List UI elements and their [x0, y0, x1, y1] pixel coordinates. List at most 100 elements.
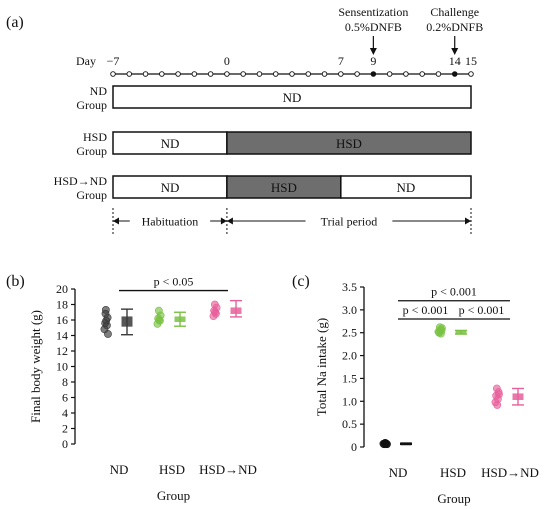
day-tick-label: 7: [338, 54, 344, 68]
day-marker: [224, 71, 230, 77]
x-category-label: HSD→ND: [199, 462, 257, 477]
mean-marker: [400, 442, 412, 446]
data-point: [104, 330, 112, 338]
day-marker: [386, 71, 393, 77]
period-arrow-left: [113, 217, 119, 225]
y-tick-label: 3.0: [342, 303, 357, 317]
diet-segment-label: HSD: [336, 136, 362, 151]
data-point: [101, 309, 110, 318]
diet-segment-label: ND: [397, 180, 416, 195]
y-tick-label: 16: [56, 313, 68, 327]
data-point: [102, 316, 111, 325]
group-word-label: Group: [76, 144, 107, 158]
day-marker-filled: [451, 71, 458, 77]
day-marker: [207, 71, 214, 77]
y-tick-label: 2.0: [342, 349, 357, 363]
y-tick-label: 1.5: [342, 371, 357, 385]
diet-segment-label: ND: [161, 136, 180, 151]
panel-b-label: (b): [6, 273, 25, 290]
event-dose-label: 0.2%DNFB: [426, 20, 483, 34]
mean-marker: [512, 393, 524, 401]
data-point: [383, 440, 391, 449]
diet-segment-label: ND: [283, 90, 302, 105]
significance-label: p < 0.05: [154, 275, 194, 289]
day-marker: [175, 71, 181, 77]
diet-segment: [112, 85, 472, 109]
y-tick-label: 8: [62, 375, 68, 389]
day-marker: [191, 71, 198, 77]
period-label: Trial period: [321, 215, 378, 229]
day-tick-label: 15: [465, 54, 477, 68]
y-tick-label: 20: [56, 282, 68, 296]
x-category-label: ND: [389, 465, 408, 480]
day-prefix: Day: [76, 54, 96, 68]
x-category-label: ND: [110, 462, 129, 477]
period-label-bg: [305, 213, 393, 229]
group-word-label: Group: [76, 98, 107, 112]
na-intake-chart: 0 0.5 1.0 1.5 2.0 2.5 3.0 3.5 Total Na intake (g…: [314, 280, 539, 506]
y-tick-label: 14: [56, 329, 68, 343]
day-marker: [419, 71, 425, 77]
data-point: [155, 316, 164, 324]
significance-label: p < 0.001: [403, 303, 449, 317]
y-tick-label: 2: [62, 422, 68, 436]
day-tick-label: 0: [224, 54, 230, 68]
day-marker: [338, 71, 344, 77]
y-axis-label: Final body weight (g): [28, 310, 43, 423]
y-tick-label: 6: [62, 391, 68, 405]
period-arrow-left: [226, 217, 233, 225]
diet-segment-label: HSD: [271, 180, 297, 195]
y-tick-label: 0.5: [342, 417, 357, 431]
day-marker: [240, 71, 246, 77]
significance-label: p < 0.001: [459, 303, 505, 317]
day-tick-label: −7: [107, 54, 120, 68]
event-label: Challenge: [430, 5, 479, 19]
period-arrow-right: [465, 217, 471, 225]
y-tick-label: 12: [56, 344, 68, 358]
y-tick-label: 1.0: [342, 394, 357, 408]
day-marker: [256, 71, 263, 77]
y-tick-label: 18: [56, 298, 68, 312]
y-tick-label: 0: [62, 437, 68, 451]
day-marker: [435, 71, 442, 77]
day-tick-label: 9: [370, 54, 376, 68]
group-name-label: ND: [90, 84, 108, 98]
x-category-label: HSD: [440, 465, 466, 480]
day-marker: [126, 71, 133, 77]
significance-label: p < 0.001: [431, 285, 477, 299]
group-word-label: Group: [76, 188, 107, 202]
period-label-bg: [129, 213, 211, 229]
data-point: [438, 324, 446, 333]
mean-marker: [230, 307, 242, 314]
data-point: [495, 390, 503, 399]
y-tick-label: 3.5: [342, 280, 357, 294]
diet-segment: [340, 175, 472, 199]
day-marker: [468, 71, 474, 77]
x-category-label: HSD→ND: [481, 465, 539, 480]
y-tick-label: 10: [56, 360, 68, 374]
y-tick-label: 4: [62, 406, 68, 420]
group-name-label: HSD→ND: [54, 174, 108, 188]
day-marker: [354, 71, 360, 77]
y-tick-label: 0: [351, 440, 357, 454]
diet-segment-label: ND: [161, 180, 180, 195]
event-label: Sensentization: [338, 5, 408, 19]
day-marker: [110, 71, 116, 77]
day-marker: [403, 71, 409, 77]
x-axis-label: Group: [157, 488, 190, 503]
event-arrow-head: [369, 48, 377, 55]
day-marker: [305, 71, 312, 77]
day-marker-filled: [370, 71, 377, 77]
y-axis-label: Total Na intake (g): [314, 318, 329, 416]
x-axis-label: Group: [437, 491, 470, 506]
panel-a-label: (a): [6, 14, 24, 31]
day-tick-label: 14: [449, 54, 461, 68]
diet-segment: [226, 131, 472, 155]
y-tick-label: 2.5: [342, 326, 357, 340]
event-dose-label: 0.5%DNFB: [345, 20, 402, 34]
period-arrow-right: [220, 217, 227, 225]
mean-marker: [121, 316, 133, 327]
data-point: [211, 308, 220, 317]
